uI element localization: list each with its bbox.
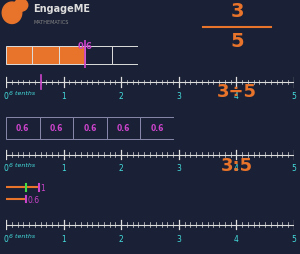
Text: 0.6: 0.6 bbox=[151, 124, 164, 133]
Text: 3: 3 bbox=[176, 164, 181, 172]
Text: 0: 0 bbox=[4, 234, 8, 243]
Bar bbox=[40, 117, 73, 139]
Text: 1: 1 bbox=[61, 92, 66, 101]
Bar bbox=[140, 117, 174, 139]
Text: 2: 2 bbox=[119, 234, 124, 243]
Bar bbox=[6, 117, 40, 139]
Text: 3: 3 bbox=[230, 2, 244, 21]
Ellipse shape bbox=[14, 0, 28, 12]
Text: 4: 4 bbox=[234, 234, 239, 243]
Text: 5: 5 bbox=[292, 234, 296, 243]
Text: 3: 3 bbox=[176, 92, 181, 101]
Text: EngageME: EngageME bbox=[33, 4, 90, 13]
Text: 1: 1 bbox=[61, 234, 66, 243]
Text: 5: 5 bbox=[292, 164, 296, 172]
Bar bbox=[32, 47, 59, 64]
Text: 5: 5 bbox=[292, 92, 296, 101]
Text: 4: 4 bbox=[234, 92, 239, 101]
Bar bbox=[107, 117, 140, 139]
Bar bbox=[112, 47, 138, 64]
Text: 0.6: 0.6 bbox=[83, 124, 97, 133]
Text: 0.6: 0.6 bbox=[16, 124, 29, 133]
Text: 1: 1 bbox=[41, 183, 45, 192]
Text: 0.6: 0.6 bbox=[50, 124, 63, 133]
Bar bbox=[59, 47, 85, 64]
Text: 5: 5 bbox=[230, 32, 244, 51]
Bar bbox=[73, 117, 107, 139]
Text: 3:5: 3:5 bbox=[221, 156, 253, 174]
Bar bbox=[6, 47, 32, 64]
Text: 6 tenths: 6 tenths bbox=[9, 163, 35, 168]
Text: 4: 4 bbox=[234, 164, 239, 172]
Text: 1: 1 bbox=[61, 164, 66, 172]
Text: MATHEMATICS: MATHEMATICS bbox=[33, 20, 68, 24]
Bar bbox=[85, 47, 112, 64]
Text: 2: 2 bbox=[119, 92, 124, 101]
Text: 0.6: 0.6 bbox=[117, 124, 130, 133]
Text: 0: 0 bbox=[4, 164, 8, 172]
Text: 2: 2 bbox=[119, 164, 124, 172]
Text: 6 tenths: 6 tenths bbox=[9, 233, 35, 238]
Text: 6 tenths: 6 tenths bbox=[9, 91, 35, 96]
Text: 3: 3 bbox=[176, 234, 181, 243]
Text: 3÷5: 3÷5 bbox=[217, 83, 257, 100]
Text: 0.6: 0.6 bbox=[78, 42, 93, 51]
Text: 0: 0 bbox=[4, 92, 8, 101]
Ellipse shape bbox=[2, 3, 22, 24]
Text: 0.6: 0.6 bbox=[28, 195, 40, 204]
